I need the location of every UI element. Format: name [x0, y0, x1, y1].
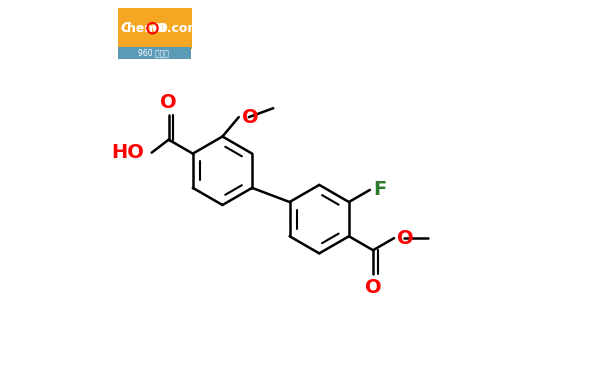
Text: HO: HO [111, 143, 144, 162]
Text: O: O [365, 278, 381, 297]
Text: O: O [397, 229, 414, 248]
Text: C: C [121, 21, 131, 35]
Text: O: O [242, 108, 258, 127]
Bar [118, 47, 191, 59]
Text: hem9: hem9 [127, 22, 166, 35]
Text: O: O [160, 93, 177, 112]
Text: 960 化工网: 960 化工网 [138, 49, 169, 58]
Text: 0.com: 0.com [158, 22, 200, 35]
Text: 6: 6 [151, 22, 160, 35]
Text: F: F [373, 180, 386, 200]
FancyBboxPatch shape [117, 8, 192, 49]
